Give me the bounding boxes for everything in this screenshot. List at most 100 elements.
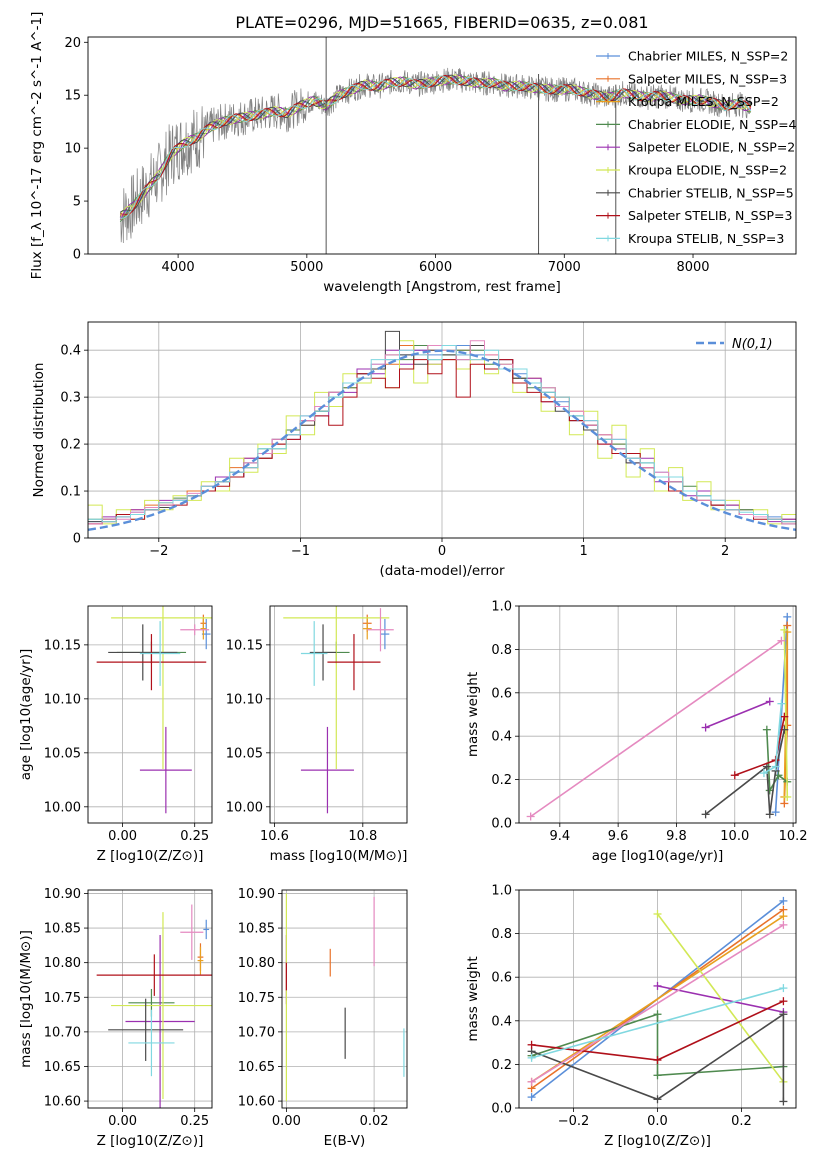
axes-frame (518, 605, 797, 824)
y-tick-label: 10.10 (226, 692, 263, 707)
x-tick-label: −1 (291, 544, 310, 559)
x-ticks: 0.00 0.25 (108, 1108, 209, 1129)
plot-area (88, 330, 796, 538)
y-tick-label: 10.80 (238, 956, 275, 971)
legend-label: Kroupa MILES, N_SSP=2 (628, 94, 779, 109)
page-title: PLATE=0296, MJD=51665, FIBERID=0635, z=0… (235, 13, 648, 32)
model-spectrum-line (119, 75, 751, 222)
grid (270, 606, 407, 823)
y-axis-label: age [log10(age/yr)] (18, 649, 34, 781)
line-series (526, 636, 786, 821)
x-tick-label: 10.2 (779, 829, 808, 844)
y-tick-label: 0.0 (491, 817, 512, 832)
errorbar-point (380, 618, 390, 650)
x-tick-label: 6000 (419, 260, 452, 275)
y-tick-label: 1.0 (491, 884, 512, 899)
y-axis-label: mass [log10(M/M⊙)] (18, 930, 34, 1068)
y-tick-label: 20 (64, 36, 81, 51)
axes-frame (87, 889, 213, 1109)
errorbar-point (283, 606, 390, 770)
series-line (531, 987, 784, 1059)
errorbar-point (300, 621, 328, 686)
x-ticks: 9.4 9.6 9.8 10.0 10.2 (549, 823, 808, 844)
series-line (531, 1012, 785, 1102)
errorbar-point (180, 624, 210, 636)
gaussian-curve (88, 349, 796, 531)
plot-area (119, 37, 752, 254)
grid (88, 606, 212, 823)
legend-label: Chabrier MILES, N_SSP=2 (628, 49, 788, 64)
plot-area (527, 896, 788, 1106)
errorbar-point (362, 617, 372, 640)
x-tick-label: 0.00 (108, 829, 137, 844)
axes-mass_vs_Z: 0.00 0.25 10.6010.6510.7010.7510.8010.8510… (18, 887, 213, 1149)
y-ticks: 10.60 10.65 10.70 10.75 10.80 10.85 10.90 (238, 887, 282, 1110)
axes-frame (87, 321, 797, 539)
x-tick-label: 0.02 (360, 1114, 389, 1129)
y-tick-label: 10.10 (44, 692, 81, 707)
y-tick-label: 0.4 (60, 344, 81, 359)
errorbar-point (300, 726, 354, 814)
line-series (701, 697, 774, 732)
grid (88, 890, 212, 1108)
x-tick-label: 0.25 (180, 829, 209, 844)
y-tick-label: 10.00 (44, 800, 81, 815)
y-tick-label: 10 (64, 142, 81, 157)
x-tick-label: 9.6 (608, 829, 629, 844)
x-ticks: 10.6 10.8 (260, 823, 377, 844)
axes-massweight_vs_Z: −0.2 0.0 0.2 0.0 0.2 0.4 0.6 0.8 1.0 Z [log10(Z/Z… (465, 884, 797, 1149)
x-axis-label: age [log10(age/yr)] (592, 848, 724, 864)
plot-area (526, 612, 792, 821)
x-tick-label: 10.8 (348, 829, 377, 844)
y-ticks: 0 5 10 15 20 (64, 36, 88, 263)
y-axis-label: Normed distribution (31, 363, 47, 498)
x-tick-label: 0.25 (180, 1114, 209, 1129)
y-tick-label: 10.60 (238, 1095, 275, 1110)
errorbar-point (111, 606, 212, 770)
y-tick-label: 0.1 (60, 485, 81, 500)
y-tick-label: 0.6 (491, 971, 512, 986)
y-ticks: 10.60 10.65 10.70 10.75 10.80 10.85 10.90 (44, 887, 88, 1110)
y-axis-label: mass weight (465, 672, 481, 757)
errorbar-point (111, 912, 212, 1100)
legend-label: Chabrier ELODIE, N_SSP=4 (628, 117, 797, 132)
x-tick-label: 4000 (162, 260, 195, 275)
errorbar-point (139, 621, 181, 686)
y-ticks: 10.00 10.05 10.10 10.15 (226, 638, 270, 815)
line-series (527, 984, 788, 1062)
legend-label: Salpeter ELODIE, N_SSP=2 (628, 140, 795, 155)
errorbar-point (96, 634, 207, 691)
x-tick-label: 0.00 (272, 1114, 301, 1129)
y-tick-label: 0 (73, 248, 81, 263)
plot-area (96, 904, 212, 1108)
series-line (705, 700, 771, 729)
y-tick-label: 0.0 (491, 1102, 512, 1117)
axes-frame (518, 889, 797, 1109)
model-spectrum-line (120, 75, 752, 219)
model-spectrum-line (119, 74, 752, 213)
series-line (531, 915, 784, 1083)
errorbar-point (139, 726, 192, 814)
y-tick-label: 0.2 (60, 438, 81, 453)
series-line (531, 1013, 784, 1077)
axes-age_vs_Z: 0.00 0.25 10.00 10.05 10.10 10.15 Z [log10(Z/Z… (18, 605, 213, 864)
axes-frame (87, 605, 213, 824)
errorbar-point (108, 998, 184, 1061)
legend-label: Kroupa ELODIE, N_SSP=2 (628, 163, 787, 178)
y-axis-label: Flux [f_λ 10^-17 erg cm^-2 s^-1 A^-1] (29, 12, 45, 280)
x-axis-label: Z [log10(Z/Z⊙)] (97, 848, 204, 864)
axes-frame (281, 889, 408, 1109)
plot-area (283, 606, 394, 814)
x-tick-label: 2 (721, 544, 729, 559)
x-tick-label: 5000 (290, 260, 323, 275)
y-ticks: 10.00 10.05 10.10 10.15 (44, 638, 88, 815)
model-spectrum-line (120, 75, 752, 216)
x-axis-label: wavelength [Angstrom, rest frame] (323, 279, 561, 295)
x-ticks: 0.00 0.25 (108, 823, 209, 844)
x-tick-label: 7000 (548, 260, 581, 275)
spectrum-legend: Chabrier MILES, N_SSP=2 Salpeter MILES, N… (596, 49, 797, 246)
x-ticks: 4000 5000 6000 7000 8000 (162, 254, 710, 275)
x-ticks: 0.00 0.02 (272, 1108, 389, 1129)
histogram-series (88, 345, 796, 538)
